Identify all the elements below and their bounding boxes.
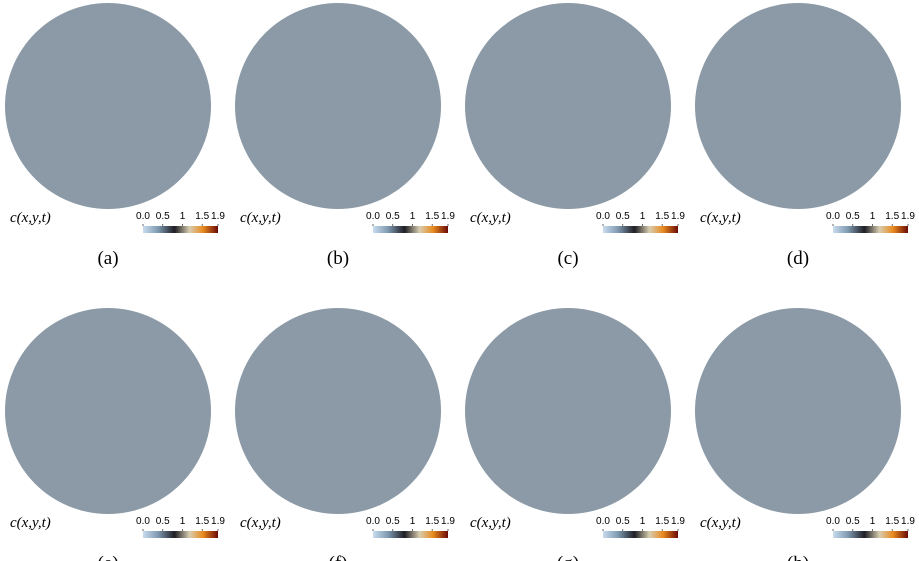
- colorbar-tick-label: 1: [410, 516, 416, 527]
- field-label: c(x,y,t): [700, 210, 741, 226]
- colorbar-tick-label: 1.5: [195, 516, 209, 527]
- colorbar-tick-label: 1: [870, 211, 876, 222]
- panel: c(x,y,t) 0.0 0.5 1 1.5 1.9 (c): [465, 3, 685, 269]
- colorbar-tick-label: 1: [180, 516, 186, 527]
- field-label: c(x,y,t): [700, 515, 741, 531]
- panel: c(x,y,t) 0.0 0.5 1 1.5 1.9 (a): [5, 3, 225, 269]
- colorbar-tick-label: 0.0: [826, 516, 840, 527]
- colorbar-tick-label: 0.0: [596, 211, 610, 222]
- colorbar: [603, 531, 678, 538]
- colorbar: [143, 531, 218, 538]
- colorbar: [833, 226, 908, 233]
- panel-label: (g): [557, 553, 579, 561]
- colorbar-tick-label: 1.9: [671, 211, 685, 222]
- panel: c(x,y,t) 0.0 0.5 1 1.51.9 (h): [695, 308, 915, 561]
- colorbar-tick-label: 1: [870, 516, 876, 527]
- colorbar-tick-label: 0.5: [846, 211, 860, 222]
- colorbar: [373, 226, 448, 233]
- colorbar-tick-label: 1.9: [901, 211, 915, 222]
- colorbar-tick-label: 1: [640, 516, 646, 527]
- panel-label: (f): [329, 553, 348, 561]
- colorbar: [143, 226, 218, 233]
- colorbar-tick-label: 0.0: [366, 516, 380, 527]
- field-label: c(x,y,t): [240, 210, 281, 226]
- colorbar-tick-label: 0.5: [846, 516, 860, 527]
- panel-label: (e): [97, 553, 118, 561]
- colorbar-tick-label: 0.5: [386, 516, 400, 527]
- colorbar-tick-label: 0.0: [136, 516, 150, 527]
- colorbar-tick-label: 1.9: [441, 211, 455, 222]
- field-label: c(x,y,t): [10, 515, 51, 531]
- domain-disc: [235, 3, 441, 209]
- domain-disc: [235, 308, 441, 514]
- panel: c(x,y,t) 0.0 0.5 1 1.51.9 (e): [5, 308, 225, 561]
- colorbar: [373, 531, 448, 538]
- colorbar-tick-label: 1.5: [885, 211, 899, 222]
- colorbar-tick-label: 0.5: [616, 211, 630, 222]
- colorbar-tick-label: 1.5: [885, 516, 899, 527]
- colorbar-tick-label: 1.9: [211, 211, 225, 222]
- colorbar-tick-label: 1.5: [195, 211, 209, 222]
- domain-disc: [695, 308, 901, 514]
- colorbar-tick-label: 0.5: [156, 516, 170, 527]
- colorbar-tick-label: 0.5: [386, 211, 400, 222]
- domain-disc: [5, 308, 211, 514]
- panel-label: (a): [97, 248, 118, 269]
- panel: c(x,y,t) 0.0 0.5 1 1.51.9 (g): [465, 308, 685, 561]
- panel-label: (b): [327, 248, 349, 269]
- domain-disc: [695, 3, 901, 209]
- colorbar-tick-label: 1: [640, 211, 646, 222]
- field-label: c(x,y,t): [470, 210, 511, 226]
- colorbar-tick-label: 1.9: [901, 516, 915, 527]
- colorbar-tick-label: 1.9: [441, 516, 455, 527]
- panel: c(x,y,t) 0.0 0.5 1 1.51.9 (f): [235, 308, 455, 561]
- domain-disc: [5, 3, 211, 209]
- panel: c(x,y,t) 0.0 0.5 1 1.5 1.9 (d): [695, 3, 915, 269]
- panel-label: (c): [557, 248, 578, 269]
- colorbar-tick-label: 1: [410, 211, 416, 222]
- field-label: c(x,y,t): [470, 515, 511, 531]
- domain-disc: [465, 3, 671, 209]
- colorbar: [603, 226, 678, 233]
- colorbar: [833, 531, 908, 538]
- colorbar-tick-label: 1.5: [425, 516, 439, 527]
- colorbar-tick-label: 1.9: [671, 516, 685, 527]
- colorbar-tick-label: 1.5: [655, 516, 669, 527]
- colorbar-tick-label: 1.5: [655, 211, 669, 222]
- colorbar-tick-label: 0.5: [156, 211, 170, 222]
- colorbar-tick-label: 0.0: [826, 211, 840, 222]
- panel-label: (h): [787, 553, 809, 561]
- panel: c(x,y,t) 0.0 0.5 1 1.5 1.9 (b): [235, 3, 455, 269]
- domain-disc: [465, 308, 671, 514]
- colorbar-tick-label: 0.0: [136, 211, 150, 222]
- colorbar-tick-label: 0.5: [616, 516, 630, 527]
- field-label: c(x,y,t): [240, 515, 281, 531]
- colorbar-tick-label: 0.0: [596, 516, 610, 527]
- field-label: c(x,y,t): [10, 210, 51, 226]
- colorbar-tick-label: 1.9: [211, 516, 225, 527]
- colorbar-tick-label: 0.0: [366, 211, 380, 222]
- colorbar-tick-label: 1: [180, 211, 186, 222]
- colorbar-tick-label: 1.5: [425, 211, 439, 222]
- panel-label: (d): [787, 248, 809, 269]
